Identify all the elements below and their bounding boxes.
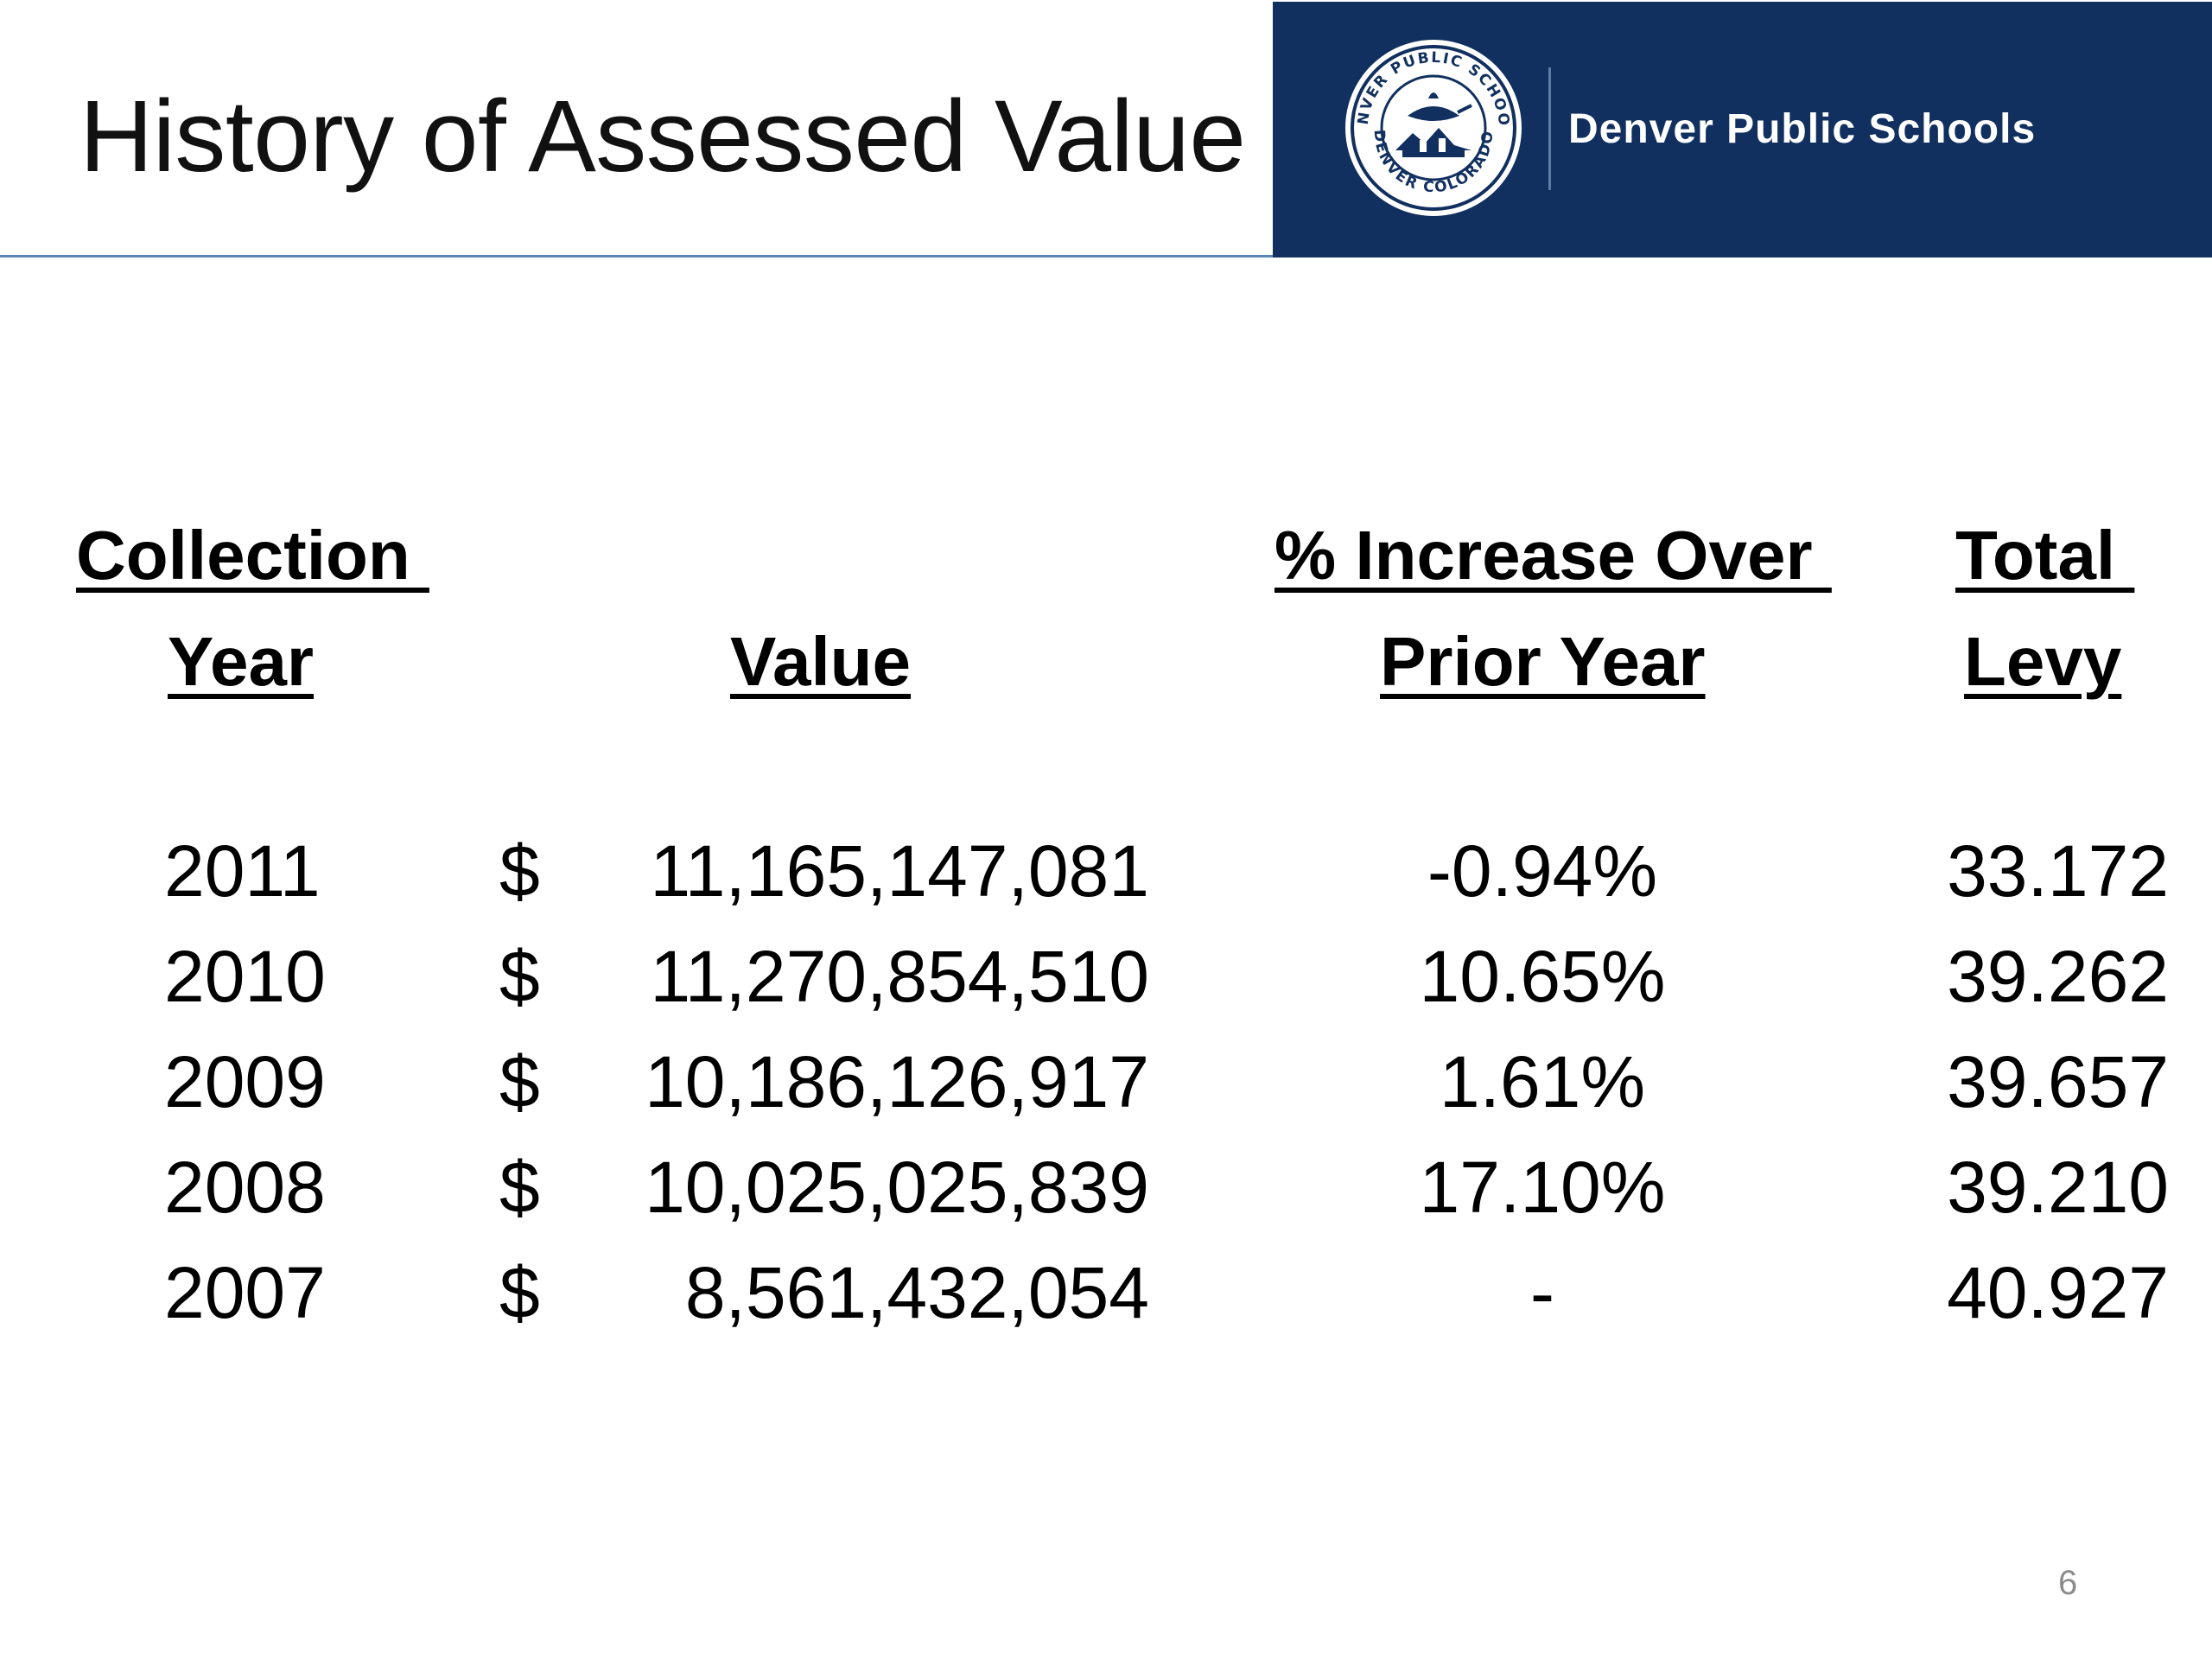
page-number: 6 <box>2058 1564 2078 1602</box>
header-collection-line1: Collection <box>76 517 429 594</box>
brand-divider <box>1548 67 1551 190</box>
pct-cell: 17.10% <box>1419 1147 1666 1228</box>
year-cell: 2008 <box>164 1147 326 1228</box>
pct-cell: 1.61% <box>1439 1041 1646 1122</box>
pct-cell: 10.65% <box>1419 936 1666 1017</box>
slide-title: History of Assessed Value <box>79 79 1246 194</box>
year-cell: 2010 <box>164 936 326 1017</box>
levy-cell: 40.927 <box>1947 1252 2169 1333</box>
levy-cell: 39.262 <box>1947 936 2169 1017</box>
year-cell: 2009 <box>164 1041 326 1122</box>
school-seal-logo: DENVER PUBLIC SCHOOLS DENVER COLORADO <box>1342 36 1522 216</box>
brand-name: Denver Public Schools <box>1568 106 2037 152</box>
value-cell: 10,186,126,917 <box>645 1041 1149 1122</box>
levy-cell: 39.657 <box>1947 1041 2169 1122</box>
pct-cell: -0.94% <box>1427 830 1658 912</box>
value-cell: 11,165,147,081 <box>650 830 1149 912</box>
value-cell: 11,270,854,510 <box>650 936 1149 1017</box>
value-cell: 8,561,432,054 <box>684 1252 1149 1333</box>
levy-cell: 33.172 <box>1947 830 2169 912</box>
header-pct-line2: Prior Year <box>1380 623 1706 700</box>
year-cell: 2007 <box>164 1252 326 1333</box>
header-rule <box>0 255 1274 257</box>
currency-symbol: $ <box>499 1147 540 1228</box>
header-levy-line2: Levy <box>1964 623 2122 700</box>
year-cell: 2011 <box>164 830 321 912</box>
currency-symbol: $ <box>499 936 540 1017</box>
pct-cell: - <box>1530 1252 1554 1333</box>
header-collection-line2: Year <box>168 623 315 700</box>
header-value: Value <box>730 623 912 700</box>
header-pct-line1: % Increase Over <box>1274 517 1832 594</box>
currency-symbol: $ <box>499 1252 540 1333</box>
header-levy-line1: Total <box>1955 517 2135 594</box>
levy-cell: 39.210 <box>1947 1147 2169 1228</box>
value-cell: 10,025,025,839 <box>645 1147 1149 1228</box>
currency-symbol: $ <box>499 830 540 912</box>
currency-symbol: $ <box>499 1041 540 1122</box>
